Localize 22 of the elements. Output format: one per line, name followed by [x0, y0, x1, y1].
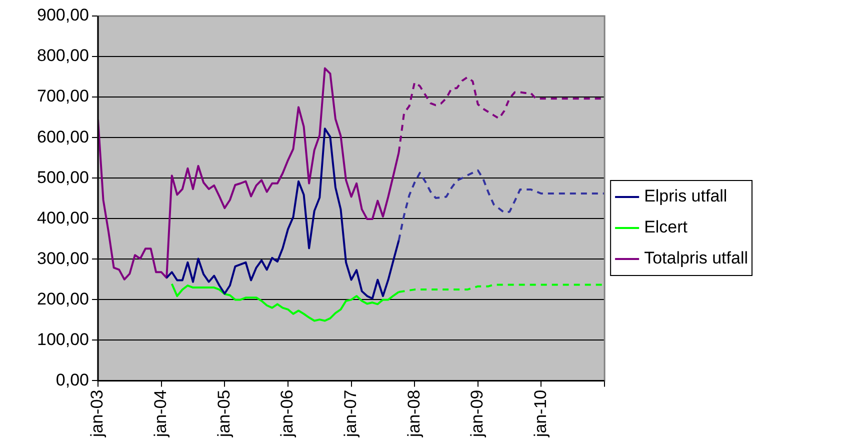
x-tick-label: jan-09 — [468, 390, 487, 438]
x-tick-label: jan-03 — [88, 390, 107, 438]
y-tick-label: 200,00 — [36, 289, 89, 308]
y-tick-label: 900,00 — [36, 6, 89, 25]
legend-label: Elpris utfall — [644, 186, 728, 206]
y-tick-label: 0,00 — [56, 370, 89, 390]
y-tick-label: 700,00 — [36, 86, 89, 106]
y-tick-label: 800,00 — [36, 46, 89, 66]
x-tick-label: jan-08 — [404, 390, 424, 438]
legend-label: Elcert — [644, 218, 688, 237]
x-tick-label: jan-10 — [530, 390, 550, 438]
y-tick-label: 400,00 — [36, 208, 89, 228]
x-tick-label: jan-05 — [214, 390, 234, 438]
y-tick-label: 500,00 — [36, 168, 89, 187]
y-tick-label: 100,00 — [36, 330, 89, 349]
x-tick-label: jan-06 — [278, 390, 297, 438]
legend-label: Totalpris utfall — [644, 248, 748, 268]
y-tick-label: 600,00 — [36, 127, 89, 146]
line-series — [398, 169, 605, 242]
x-tick-label: jan-07 — [340, 390, 360, 438]
x-tick-label: jan-04 — [151, 390, 170, 438]
y-tick-label: 300,00 — [36, 248, 89, 268]
